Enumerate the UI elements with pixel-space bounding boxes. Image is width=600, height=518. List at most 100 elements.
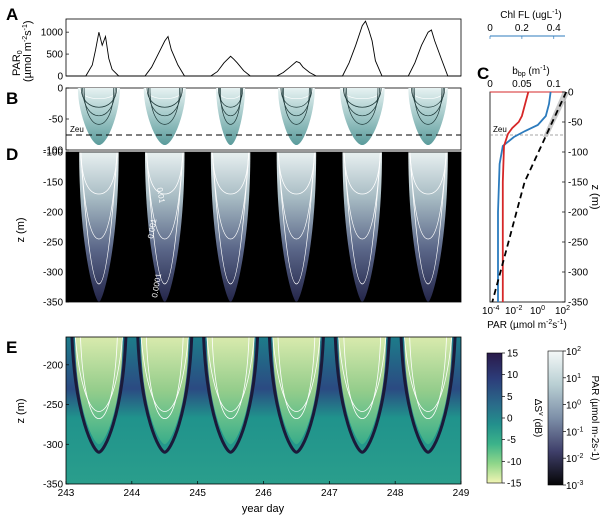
panel-e-scattering-layer [75, 337, 123, 445]
panel-d-contour-line [343, 151, 381, 195]
panel-b-dome [277, 88, 315, 146]
panel-c-tick-label: -250 [568, 238, 588, 249]
panel-a-ylabel: PAR0 (µmol m-2s-1) [11, 20, 34, 82]
panel-d-contour-line [212, 151, 250, 195]
panel-b-contour-line [79, 87, 119, 99]
par-colorbar-tick-label: 10-2 [566, 453, 583, 465]
panel-e-x-ticks: 243 244 245 246 247 248 249 [58, 481, 470, 499]
panel-a: A 0 500 1000 PAR0 (µmol m-2s-1) [6, 5, 462, 83]
panel-d-tick-label: -200 [43, 208, 63, 219]
panel-d-contour-line [277, 151, 315, 285]
bbp-tick-label: 0 [487, 79, 493, 90]
panel-e-par-contour [211, 336, 250, 420]
panel-e-migration-edge [70, 336, 128, 454]
panel-e-par-contour [140, 336, 189, 412]
panel-b-contour-line [279, 87, 314, 100]
par-colorbar-label: PAR (µmol m-2s-1) [589, 375, 600, 460]
panel-b-contour-line [281, 87, 312, 116]
panel-b-dome [143, 88, 186, 146]
par-colorbar-tick-label: 10-1 [566, 426, 583, 438]
panel-d-tick-label: -300 [43, 268, 63, 279]
panel-e-migration-edge [267, 336, 325, 454]
panel-a-frame [65, 18, 462, 77]
panel-d-contour-line [409, 151, 447, 240]
panel-c-tick-label: 0 [568, 88, 574, 99]
panel-e-tick-label: -250 [43, 400, 63, 411]
panel-d-contour-line [80, 151, 118, 285]
panel-d-frame [65, 151, 462, 303]
panel-b-contour-line [83, 87, 115, 125]
panel-c-tick-label: -150 [568, 178, 588, 189]
panel-a-y-ticks: 0 500 1000 [41, 28, 69, 83]
sv-colorbar-tick-label: -10 [507, 457, 522, 468]
panel-a-tick-label: 1000 [41, 28, 64, 39]
panel-e-x-tick-label: 247 [321, 488, 338, 499]
bbp-profile-line [501, 91, 530, 302]
panel-c-y-ticks: 0 -50 -100 -150 -200 -250 -300 -350 [562, 88, 588, 309]
contour-label-0: 0.01 [155, 187, 167, 204]
par-colorbar-tick-label: 100 [566, 400, 581, 412]
panel-d-y-ticks: -100 -150 -200 -250 -300 -350 [43, 148, 69, 309]
panel-letter-c: C [477, 64, 489, 83]
panel-letter-b: B [6, 89, 18, 108]
panel-c-profiles [491, 91, 570, 303]
panel-e-xlabel: year day [242, 503, 285, 515]
panel-b-tick-label: -50 [49, 115, 64, 126]
panel-c-x-ticks: 10-4 10-2 100 102 [482, 305, 570, 317]
panel-d-contour-line [80, 151, 118, 240]
panel-b-contours [77, 87, 448, 146]
par-colorbar-tick-label: 102 [566, 346, 581, 358]
panel-e-tick-label: -300 [43, 440, 63, 451]
panel-b-contour-line [411, 87, 446, 108]
panel-letter-e: E [6, 338, 17, 357]
panel-d-background [66, 152, 461, 302]
svg-text:PAR0: PAR0 [11, 50, 24, 76]
zeu-label-b: Zeu [70, 125, 84, 134]
sv-colorbar-tick-label: 0 [507, 414, 513, 425]
panel-letter-d: D [6, 145, 18, 164]
panel-c-tick-label: -100 [568, 148, 588, 159]
panel-b-contour-line [341, 87, 384, 99]
panel-e-scattering-layer [206, 337, 255, 445]
panel-c-x-tick-label: 10-2 [505, 305, 522, 317]
panel-b-contour-line [219, 87, 243, 117]
panel-a-tick-label: 0 [57, 72, 63, 83]
panel-b-contour-line [413, 87, 443, 125]
panel-e-tick-label: -350 [43, 480, 63, 491]
panel-b-tick-label: 0 [57, 84, 63, 95]
panel-e-x-tick-label: 243 [58, 488, 75, 499]
panel-e-heatmap [70, 336, 457, 454]
panel-e-x-tick-label: 244 [123, 488, 140, 499]
chl-tick-label: 0 [487, 23, 493, 34]
sv-colorbar-tick-label: 15 [507, 349, 519, 360]
panel-c-xlabel: PAR (µmol m-2s-1) [487, 319, 567, 331]
panel-d-contour-line [343, 151, 381, 240]
panel-e-scattering-layer [404, 337, 452, 445]
sv-colorbar-label: ΔSv (dB) [532, 399, 544, 438]
svg-text:(µmol m-2s-1): (µmol m-2s-1) [22, 20, 34, 82]
panel-d-contour-line [409, 151, 447, 285]
panel-e-ylabel: z (m) [15, 398, 27, 423]
panel-b-contour-line [346, 87, 379, 125]
panel-d-ylabel: z (m) [15, 217, 27, 242]
contour-label-1: 0.001 [146, 218, 158, 240]
panel-b-contour-line [412, 87, 444, 116]
panel-d-heatmap [79, 151, 448, 302]
bbp-tick-label: 0.1 [547, 79, 561, 90]
panel-b-contour-line [149, 87, 180, 125]
panel-d-column [408, 152, 448, 302]
panel-c-ylabel: z (m) [589, 184, 600, 209]
panel-b-contour-line [280, 87, 313, 108]
panel-d-contour-line [146, 151, 184, 240]
panel-e-migration-edge [202, 336, 260, 454]
panel-d-contour-line [80, 151, 118, 195]
panel-b-contour-line [217, 87, 245, 100]
par-colorbar-ticks: 102 101 100 10-1 10-2 10-3 [563, 346, 583, 492]
panel-d-column [342, 152, 382, 302]
panel-e-par-contour [343, 336, 382, 420]
sv-colorbar-tick-label: 5 [507, 392, 513, 403]
panel-d-contour-line [277, 151, 315, 240]
panel-d-contour-line [277, 151, 315, 195]
panel-c-tick-label: -350 [568, 298, 588, 309]
